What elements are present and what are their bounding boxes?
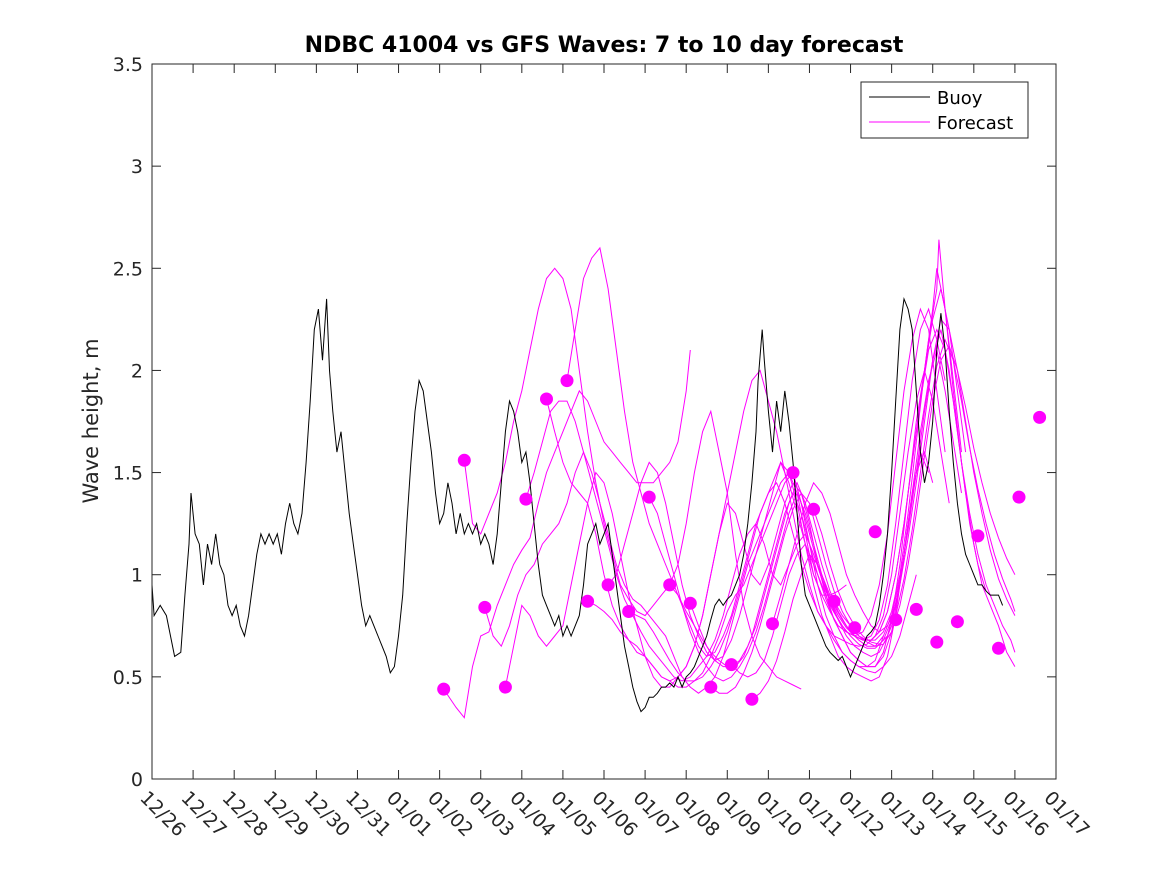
forecast-marker-27 [971, 529, 985, 543]
forecast-marker-17 [766, 617, 779, 631]
chart-title: NDBC 41004 vs GFS Waves: 7 to 10 day for… [305, 33, 904, 58]
y-tick-label: 2 [131, 360, 143, 382]
forecast-line-9 [607, 307, 946, 662]
y-tick-label: 1.5 [113, 463, 143, 485]
forecast-marker-12 [663, 578, 677, 592]
forecast-marker-22 [868, 525, 882, 539]
forecast-marker-4 [498, 680, 512, 694]
forecast-marker-14 [704, 680, 718, 694]
y-tick-label: 0 [131, 769, 143, 791]
legend-forecast-label: Forecast [937, 113, 1013, 134]
forecast-marker-7 [560, 374, 574, 388]
legend-buoy-label: Buoy [937, 88, 983, 109]
forecast-line-11 [648, 349, 962, 682]
y-tick-label: 0.5 [113, 667, 143, 689]
forecast-marker-20 [827, 594, 841, 608]
legend-box [860, 81, 1029, 139]
y-tick-label: 3.5 [113, 54, 143, 76]
forecast-marker-30 [1033, 410, 1047, 424]
forecast-marker-28 [992, 641, 1005, 655]
forecast-marker-29 [1012, 490, 1026, 504]
forecast-line-10 [628, 368, 950, 682]
forecast-line-2 [463, 267, 802, 690]
forecast-line-19 [813, 338, 1016, 645]
forecast-marker-15 [724, 658, 738, 672]
legend: Buoy Forecast [860, 81, 1029, 139]
forecast-marker-21 [848, 621, 862, 635]
forecast-marker-6 [540, 392, 553, 406]
forecast-marker-18 [786, 466, 800, 480]
series-layer [151, 239, 1016, 719]
forecast-marker-5 [519, 492, 533, 506]
forecast-marker-13 [683, 596, 697, 610]
marker-layer [437, 374, 1047, 706]
forecast-marker-1 [437, 682, 451, 696]
forecast-marker-8 [581, 594, 595, 608]
forecast-line-16 [751, 329, 1016, 700]
forecast-marker-2 [457, 453, 471, 467]
forecast-marker-9 [601, 578, 615, 592]
forecast-line-20 [833, 344, 1016, 647]
y-tick-label: 3 [131, 156, 143, 178]
y-axis-ticks: 0 0.5 1 1.5 2 2.5 3 3.5 [113, 54, 1056, 791]
forecast-marker-10 [622, 605, 636, 618]
forecast-marker-19 [807, 502, 821, 516]
y-axis-label: Wave height, m [79, 338, 103, 503]
forecast-line-17 [772, 328, 1016, 653]
forecast-marker-25 [930, 635, 944, 649]
forecast-marker-24 [909, 602, 923, 616]
forecast-marker-26 [950, 615, 964, 629]
forecast-marker-3 [478, 600, 492, 614]
y-tick-label: 1 [131, 565, 143, 587]
forecast-marker-16 [745, 692, 759, 706]
forecast-marker-23 [889, 613, 903, 627]
y-tick-label: 2.5 [113, 258, 143, 280]
forecast-line-5 [525, 400, 897, 682]
forecast-line-7 [566, 246, 930, 682]
buoy-line [151, 296, 1004, 713]
forecast-marker-11 [642, 490, 656, 504]
plot-area [152, 64, 1056, 779]
